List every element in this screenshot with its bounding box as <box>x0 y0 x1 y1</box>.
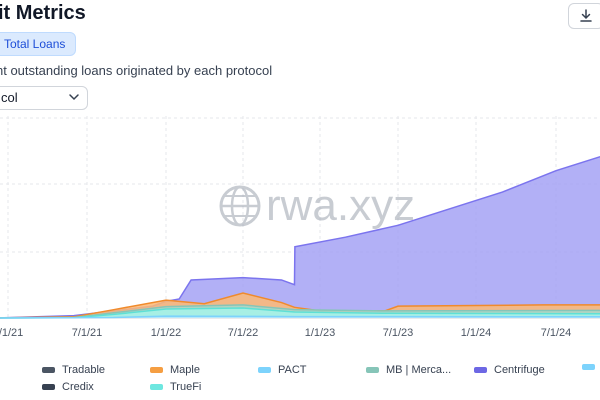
globe-icon <box>219 185 261 227</box>
download-button[interactable] <box>568 3 600 29</box>
legend-swatch <box>366 367 379 373</box>
rwa-watermark: rwa.xyz <box>219 181 415 230</box>
download-icon <box>580 9 592 22</box>
legend-label: TrueFi <box>170 381 202 393</box>
x-tick-label: 7/1/21 <box>72 327 103 339</box>
group-by-select[interactable]: col <box>0 86 88 110</box>
loans-area-chart: rwa.xyz 1/1/21 7/1/21 1/1/22 7/1/22 1/1/23 7/… <box>0 116 600 339</box>
legend-item[interactable]: Tradable <box>42 364 105 376</box>
x-tick-label: 1/1/22 <box>151 327 182 339</box>
legend-item[interactable]: Credix <box>42 381 94 393</box>
total-loans-label: Total Loans <box>4 37 66 51</box>
legend-swatch <box>258 367 271 373</box>
legend-label: Credix <box>62 381 94 393</box>
legend-swatch <box>150 367 163 373</box>
page-title: it Metrics <box>0 2 86 24</box>
chart-areas <box>0 152 600 319</box>
series-area-truefi[interactable] <box>0 308 600 318</box>
legend-swatch <box>150 384 163 390</box>
legend-item[interactable]: Maple <box>150 364 200 376</box>
legend-item[interactable] <box>582 364 600 370</box>
legend-label: Tradable <box>62 364 106 376</box>
x-tick-label: 7/1/23 <box>383 327 414 339</box>
series-line-maple <box>0 292 600 319</box>
legend-item[interactable]: PACT <box>258 364 307 376</box>
x-tick-label: 1/1/23 <box>305 327 336 339</box>
x-tick-label: 7/1/24 <box>541 327 572 339</box>
x-tick-label: 1/1/24 <box>461 327 492 339</box>
x-axis-ticks: 1/1/21 7/1/21 1/1/22 7/1/22 1/1/23 7/1/23 1/1/… <box>0 327 571 339</box>
legend-swatch <box>474 367 487 373</box>
legend-label: PACT <box>278 364 307 376</box>
legend-item[interactable]: TrueFi <box>150 381 201 393</box>
series-line-pact <box>0 315 600 319</box>
legend-label: Centrifuge <box>494 364 545 376</box>
legend-label: Maple <box>170 364 200 376</box>
legend-swatch <box>582 364 595 370</box>
series-area-centrifuge[interactable] <box>0 152 600 318</box>
watermark-text: rwa.xyz <box>266 181 415 230</box>
total-loans-filter[interactable]: Total Loans <box>0 32 77 56</box>
legend-item[interactable]: MB | Merca... <box>366 364 451 376</box>
legend-item[interactable]: Centrifuge <box>474 364 545 376</box>
chevron-down-icon <box>69 94 79 101</box>
legend-swatch <box>42 367 55 373</box>
legend-swatch <box>42 384 55 390</box>
chart-subtitle: nt outstanding loans originated by each … <box>0 63 273 78</box>
x-tick-label: 7/1/22 <box>228 327 259 339</box>
x-tick-label: 1/1/21 <box>0 327 23 339</box>
legend-label: MB | Merca... <box>386 364 452 376</box>
group-by-value: col <box>1 90 18 105</box>
